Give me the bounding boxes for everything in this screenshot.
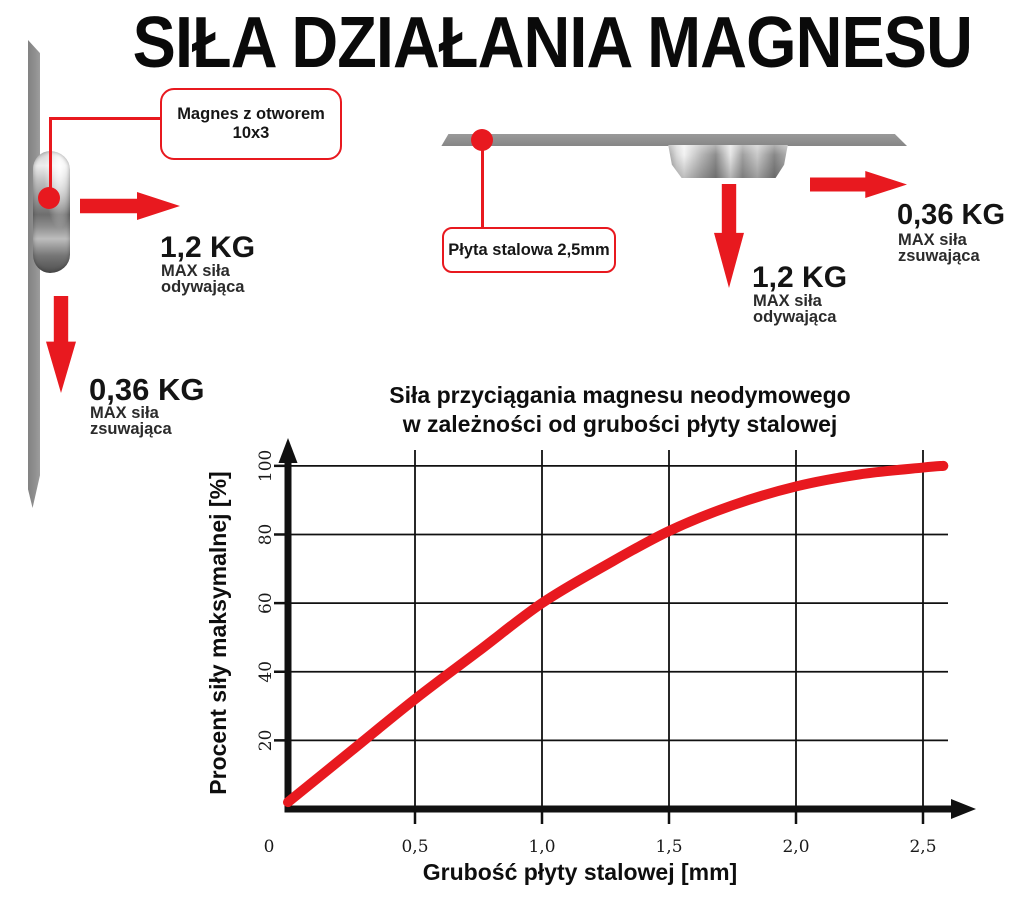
slide-force-caption: MAX siła zsuwająca bbox=[898, 231, 980, 265]
svg-text:100: 100 bbox=[256, 450, 276, 482]
pull-force-caption: MAX siła odywająca bbox=[753, 292, 837, 326]
chart-tick-labels: 20 40 60 80 100 0 0,5 1,0 1,5 2,0 2,5 bbox=[256, 450, 937, 857]
x-axis-label: Grubość płyty stalowej [mm] bbox=[422, 859, 738, 885]
svg-text:60: 60 bbox=[256, 592, 276, 614]
callout-line-horizontal bbox=[50, 117, 162, 120]
callout-anchor-dot-icon bbox=[471, 129, 493, 151]
chart-axes bbox=[278, 438, 976, 819]
plate-callout-label: Płyta stalowa 2,5mm bbox=[448, 240, 610, 259]
slide-force-value: 0,36 KG bbox=[897, 199, 1005, 231]
pull-force-value: 1,2 KG bbox=[160, 231, 256, 264]
magnet-callout-box: Magnes z otworem 10x3 bbox=[160, 88, 342, 160]
plate-callout-box: Płyta stalowa 2,5mm bbox=[442, 227, 616, 273]
pot-magnet-bottom-view bbox=[668, 145, 788, 178]
callout-line-vertical bbox=[49, 117, 52, 191]
svg-text:0,5: 0,5 bbox=[401, 837, 428, 857]
svg-text:2,5: 2,5 bbox=[909, 837, 936, 857]
page-title-text: SIŁA DZIAŁANIA MAGNESU bbox=[132, 3, 973, 83]
magnet-callout-label: Magnes z otworem 10x3 bbox=[177, 105, 325, 142]
chart-title: Siła przyciągania magnesu neodymowego w … bbox=[320, 381, 920, 439]
chart-title-line1: Siła przyciągania magnesu neodymowego bbox=[389, 382, 851, 408]
svg-text:80: 80 bbox=[256, 524, 276, 546]
svg-text:1,5: 1,5 bbox=[655, 837, 682, 857]
svg-text:20: 20 bbox=[256, 730, 276, 752]
chart-ticks bbox=[274, 464, 925, 824]
svg-text:0: 0 bbox=[264, 837, 275, 857]
svg-text:1,0: 1,0 bbox=[528, 837, 555, 857]
horizontal-steel-plate bbox=[441, 134, 907, 146]
slide-force-caption: MAX siła zsuwająca bbox=[90, 404, 172, 438]
force-curve bbox=[283, 460, 949, 808]
chart-grid bbox=[288, 450, 948, 809]
svg-text:40: 40 bbox=[256, 661, 276, 683]
callout-anchor-dot-icon bbox=[38, 187, 60, 209]
chart-title-line2: w zależności od grubości płyty stalowej bbox=[402, 411, 838, 437]
pull-force-caption: MAX siła odywająca bbox=[161, 262, 245, 296]
callout-line-vertical bbox=[480, 150, 484, 228]
slide-force-value: 0,36 KG bbox=[89, 372, 205, 407]
svg-text:2,0: 2,0 bbox=[782, 837, 809, 857]
page-title: SIŁA DZIAŁANIA MAGNESU bbox=[75, 2, 1030, 84]
pull-force-value: 1,2 KG bbox=[752, 261, 848, 294]
